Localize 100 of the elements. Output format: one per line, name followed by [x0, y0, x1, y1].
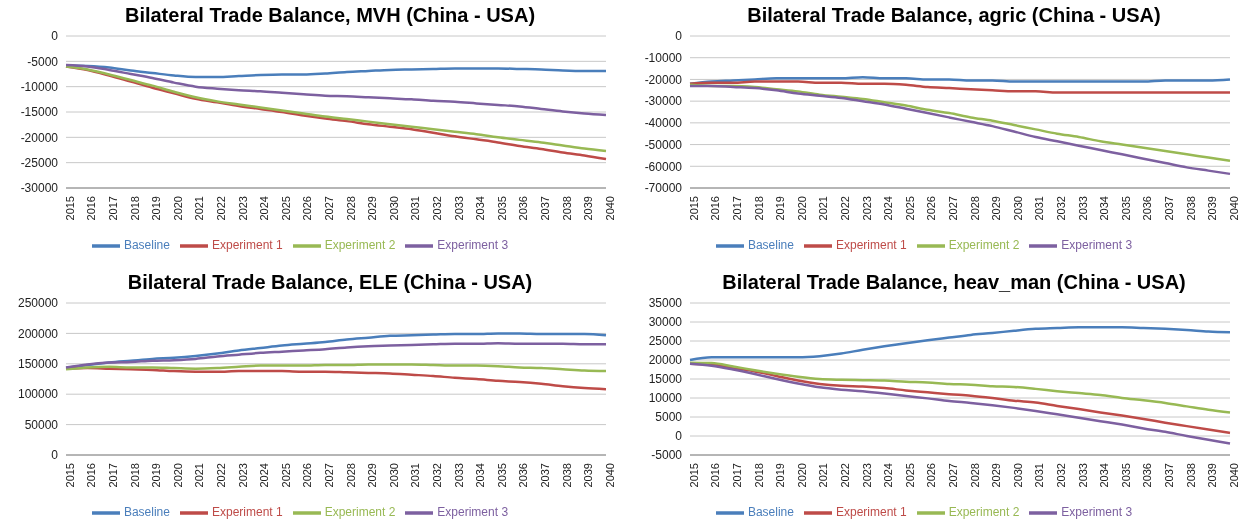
x-tick-label: 2015: [687, 462, 700, 487]
legend-label: Experiment 2: [948, 504, 1020, 519]
y-tick-label: 10000: [648, 390, 683, 405]
x-tick-label: 2030: [387, 196, 400, 221]
y-tick-label: -25000: [20, 155, 59, 170]
x-tick-label: 2028: [968, 196, 981, 221]
y-tick-label: -50000: [644, 137, 683, 152]
y-tick-label: -70000: [644, 181, 683, 196]
x-tick-label: 2018: [128, 196, 141, 221]
x-tick-label: 2040: [1227, 462, 1240, 487]
y-tick-label: -30000: [20, 181, 59, 196]
y-tick-label: 15000: [648, 371, 683, 386]
x-tick-label: 2033: [1076, 462, 1089, 487]
x-tick-label: 2034: [1098, 196, 1111, 221]
x-tick-label: 2029: [990, 462, 1003, 487]
x-tick-label: 2025: [279, 462, 292, 487]
x-tick-label: 2030: [1011, 462, 1024, 487]
chart-title: Bilateral Trade Balance, agric (China - USA): [746, 3, 1162, 28]
legend-label: Experiment 3: [437, 504, 509, 519]
x-tick-label: 2028: [344, 196, 357, 221]
x-tick-label: 2037: [1163, 462, 1176, 487]
legend-label: Experiment 2: [324, 504, 396, 519]
x-tick-label: 2036: [517, 196, 530, 221]
x-tick-label: 2040: [1227, 196, 1240, 221]
x-tick-label: 2015: [63, 462, 76, 487]
x-tick-label: 2031: [409, 462, 422, 487]
y-tick-label: -5000: [27, 54, 59, 69]
x-tick-label: 2015: [63, 196, 76, 221]
y-tick-label: -20000: [644, 72, 683, 87]
x-tick-label: 2032: [1055, 196, 1068, 221]
x-tick-label: 2035: [1119, 196, 1132, 221]
y-tick-label: 150000: [17, 356, 59, 371]
x-tick-label: 2018: [128, 462, 141, 487]
x-tick-label: 2019: [150, 196, 163, 221]
x-tick-label: 2020: [795, 462, 808, 487]
x-tick-label: 2038: [560, 462, 573, 487]
x-tick-label: 2040: [603, 462, 616, 487]
x-tick-label: 2021: [193, 196, 206, 221]
x-tick-label: 2028: [968, 462, 981, 487]
line-series: [688, 84, 1232, 176]
y-tick-label: -10000: [644, 50, 683, 65]
legend-label: Baseline: [123, 504, 170, 519]
x-tick-label: 2034: [1098, 462, 1111, 487]
y-tick-label: 100000: [17, 386, 59, 401]
x-tick-label: 2037: [1163, 196, 1176, 221]
x-tick-label: 2038: [560, 196, 573, 221]
y-tick-label: 5000: [655, 409, 683, 424]
x-tick-label: 2030: [1011, 196, 1024, 221]
x-tick-label: 2032: [431, 196, 444, 221]
legend-label: Experiment 2: [324, 238, 396, 253]
x-tick-label: 2039: [582, 462, 595, 487]
x-tick-label: 2032: [431, 462, 444, 487]
legend-label: Baseline: [747, 504, 794, 519]
x-tick-label: 2032: [1055, 462, 1068, 487]
x-tick-label: 2016: [85, 196, 98, 221]
x-tick-label: 2023: [860, 196, 873, 221]
y-tick-label: -20000: [20, 130, 59, 145]
x-tick-label: 2017: [107, 196, 120, 221]
x-tick-label: 2036: [1141, 196, 1154, 221]
y-tick-label: 35000: [648, 295, 683, 310]
y-tick-label: -40000: [644, 116, 683, 131]
x-tick-label: 2023: [860, 462, 873, 487]
x-tick-label: 2036: [517, 462, 530, 487]
x-tick-label: 2038: [1184, 462, 1197, 487]
legend-label: Experiment 2: [948, 238, 1020, 253]
x-tick-label: 2023: [236, 196, 249, 221]
x-tick-label: 2015: [687, 196, 700, 221]
x-tick-label: 2018: [752, 462, 765, 487]
x-tick-label: 2022: [839, 462, 852, 487]
x-tick-label: 2016: [85, 462, 98, 487]
x-tick-label: 2024: [882, 196, 895, 221]
x-tick-label: 2027: [947, 462, 960, 487]
x-tick-label: 2040: [603, 196, 616, 221]
x-tick-label: 2039: [1206, 196, 1219, 221]
line-series: [688, 325, 1232, 361]
x-tick-label: 2034: [474, 196, 487, 221]
y-tick-label: 0: [675, 29, 683, 44]
y-tick-label: 250000: [17, 295, 59, 310]
line-series: [64, 63, 608, 117]
legend-label: Experiment 3: [1061, 504, 1133, 519]
x-tick-label: 2026: [301, 462, 314, 487]
x-tick-label: 2025: [903, 196, 916, 221]
x-tick-label: 2022: [215, 196, 228, 221]
x-tick-label: 2035: [1119, 462, 1132, 487]
y-tick-label: 20000: [648, 352, 683, 367]
x-tick-label: 2016: [709, 196, 722, 221]
x-tick-label: 2023: [236, 462, 249, 487]
x-tick-label: 2021: [817, 196, 830, 221]
x-tick-label: 2017: [107, 462, 120, 487]
x-tick-label: 2031: [409, 196, 422, 221]
x-tick-label: 2038: [1184, 196, 1197, 221]
x-tick-label: 2019: [150, 462, 163, 487]
x-tick-label: 2024: [258, 196, 271, 221]
x-tick-label: 2035: [495, 196, 508, 221]
x-tick-label: 2021: [817, 462, 830, 487]
legend-label: Experiment 3: [437, 238, 509, 253]
legend-label: Experiment 1: [211, 504, 283, 519]
x-tick-label: 2027: [947, 196, 960, 221]
x-tick-label: 2031: [1033, 196, 1046, 221]
x-tick-label: 2019: [774, 196, 787, 221]
